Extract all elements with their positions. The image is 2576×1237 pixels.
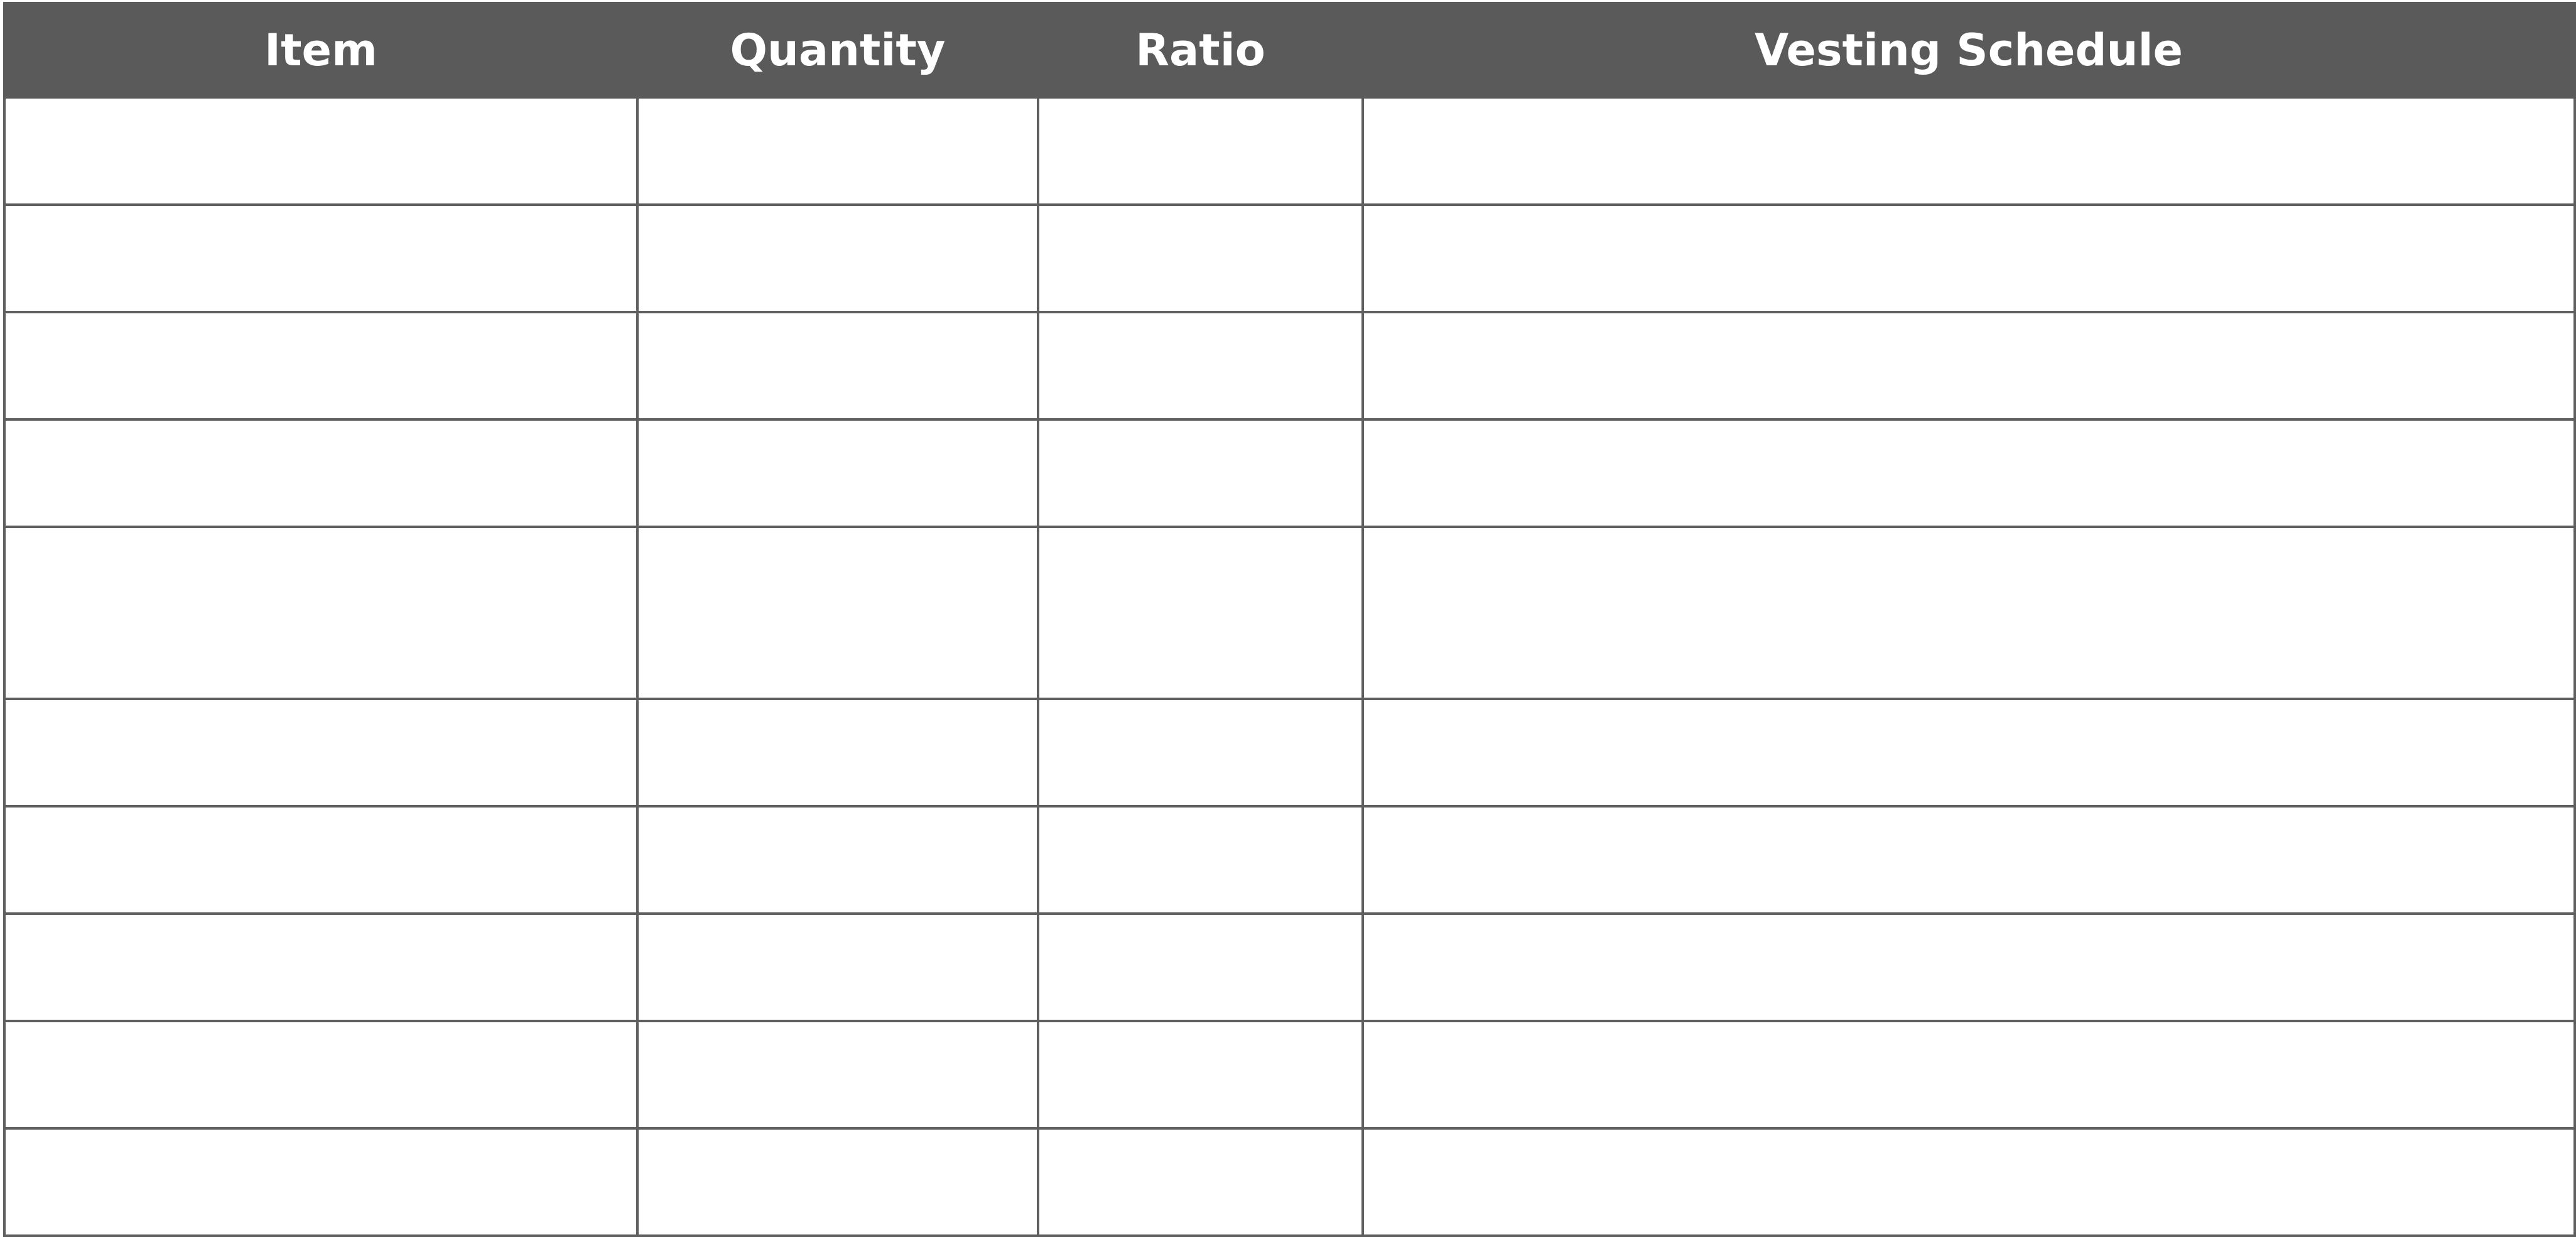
quantity-cell[interactable] bbox=[636, 96, 1039, 206]
table-row bbox=[3, 1127, 2576, 1237]
table-row bbox=[3, 311, 2576, 421]
quantity-cell[interactable] bbox=[636, 805, 1039, 915]
item-cell[interactable] bbox=[3, 1127, 639, 1237]
item-cell[interactable] bbox=[3, 1020, 639, 1130]
item-cell[interactable] bbox=[3, 311, 639, 421]
quantity-cell[interactable] bbox=[636, 698, 1039, 808]
column-header-ratio: Ratio bbox=[1037, 2, 1364, 99]
table-row bbox=[3, 418, 2576, 528]
table-header: Item Quantity Ratio Vesting Schedule bbox=[3, 2, 2576, 99]
table-row bbox=[3, 805, 2576, 915]
table-row bbox=[3, 698, 2576, 808]
vesting-schedule-cell[interactable] bbox=[1361, 1020, 2576, 1130]
vesting-schedule-cell[interactable] bbox=[1361, 912, 2576, 1022]
ratio-cell[interactable] bbox=[1037, 418, 1364, 528]
ratio-cell[interactable] bbox=[1037, 311, 1364, 421]
vesting-table: Item Quantity Ratio Vesting Schedule bbox=[3, 2, 2576, 1237]
item-cell[interactable] bbox=[3, 698, 639, 808]
item-cell[interactable] bbox=[3, 418, 639, 528]
vesting-schedule-cell[interactable] bbox=[1361, 1127, 2576, 1237]
column-header-item: Item bbox=[3, 2, 639, 99]
ratio-cell[interactable] bbox=[1037, 526, 1364, 700]
vesting-schedule-cell[interactable] bbox=[1361, 805, 2576, 915]
vesting-schedule-cell[interactable] bbox=[1361, 698, 2576, 808]
table-row bbox=[3, 912, 2576, 1022]
item-cell[interactable] bbox=[3, 912, 639, 1022]
column-header-vesting-schedule: Vesting Schedule bbox=[1361, 2, 2576, 99]
quantity-cell[interactable] bbox=[636, 203, 1039, 313]
quantity-cell[interactable] bbox=[636, 526, 1039, 700]
quantity-cell[interactable] bbox=[636, 418, 1039, 528]
header-row: Item Quantity Ratio Vesting Schedule bbox=[3, 2, 2576, 99]
table-row bbox=[3, 203, 2576, 313]
item-cell[interactable] bbox=[3, 96, 639, 206]
vesting-schedule-cell[interactable] bbox=[1361, 418, 2576, 528]
ratio-cell[interactable] bbox=[1037, 96, 1364, 206]
table-row bbox=[3, 526, 2576, 700]
vesting-schedule-cell[interactable] bbox=[1361, 526, 2576, 700]
quantity-cell[interactable] bbox=[636, 1127, 1039, 1237]
ratio-cell[interactable] bbox=[1037, 203, 1364, 313]
ratio-cell[interactable] bbox=[1037, 698, 1364, 808]
item-cell[interactable] bbox=[3, 203, 639, 313]
table-body bbox=[3, 96, 2576, 1237]
table-row bbox=[3, 96, 2576, 206]
ratio-cell[interactable] bbox=[1037, 805, 1364, 915]
quantity-cell[interactable] bbox=[636, 912, 1039, 1022]
vesting-schedule-cell[interactable] bbox=[1361, 96, 2576, 206]
vesting-schedule-cell[interactable] bbox=[1361, 311, 2576, 421]
table-row bbox=[3, 1020, 2576, 1130]
item-cell[interactable] bbox=[3, 805, 639, 915]
ratio-cell[interactable] bbox=[1037, 1020, 1364, 1130]
vesting-schedule-cell[interactable] bbox=[1361, 203, 2576, 313]
item-cell[interactable] bbox=[3, 526, 639, 700]
quantity-cell[interactable] bbox=[636, 1020, 1039, 1130]
ratio-cell[interactable] bbox=[1037, 1127, 1364, 1237]
column-header-quantity: Quantity bbox=[636, 2, 1039, 99]
ratio-cell[interactable] bbox=[1037, 912, 1364, 1022]
quantity-cell[interactable] bbox=[636, 311, 1039, 421]
